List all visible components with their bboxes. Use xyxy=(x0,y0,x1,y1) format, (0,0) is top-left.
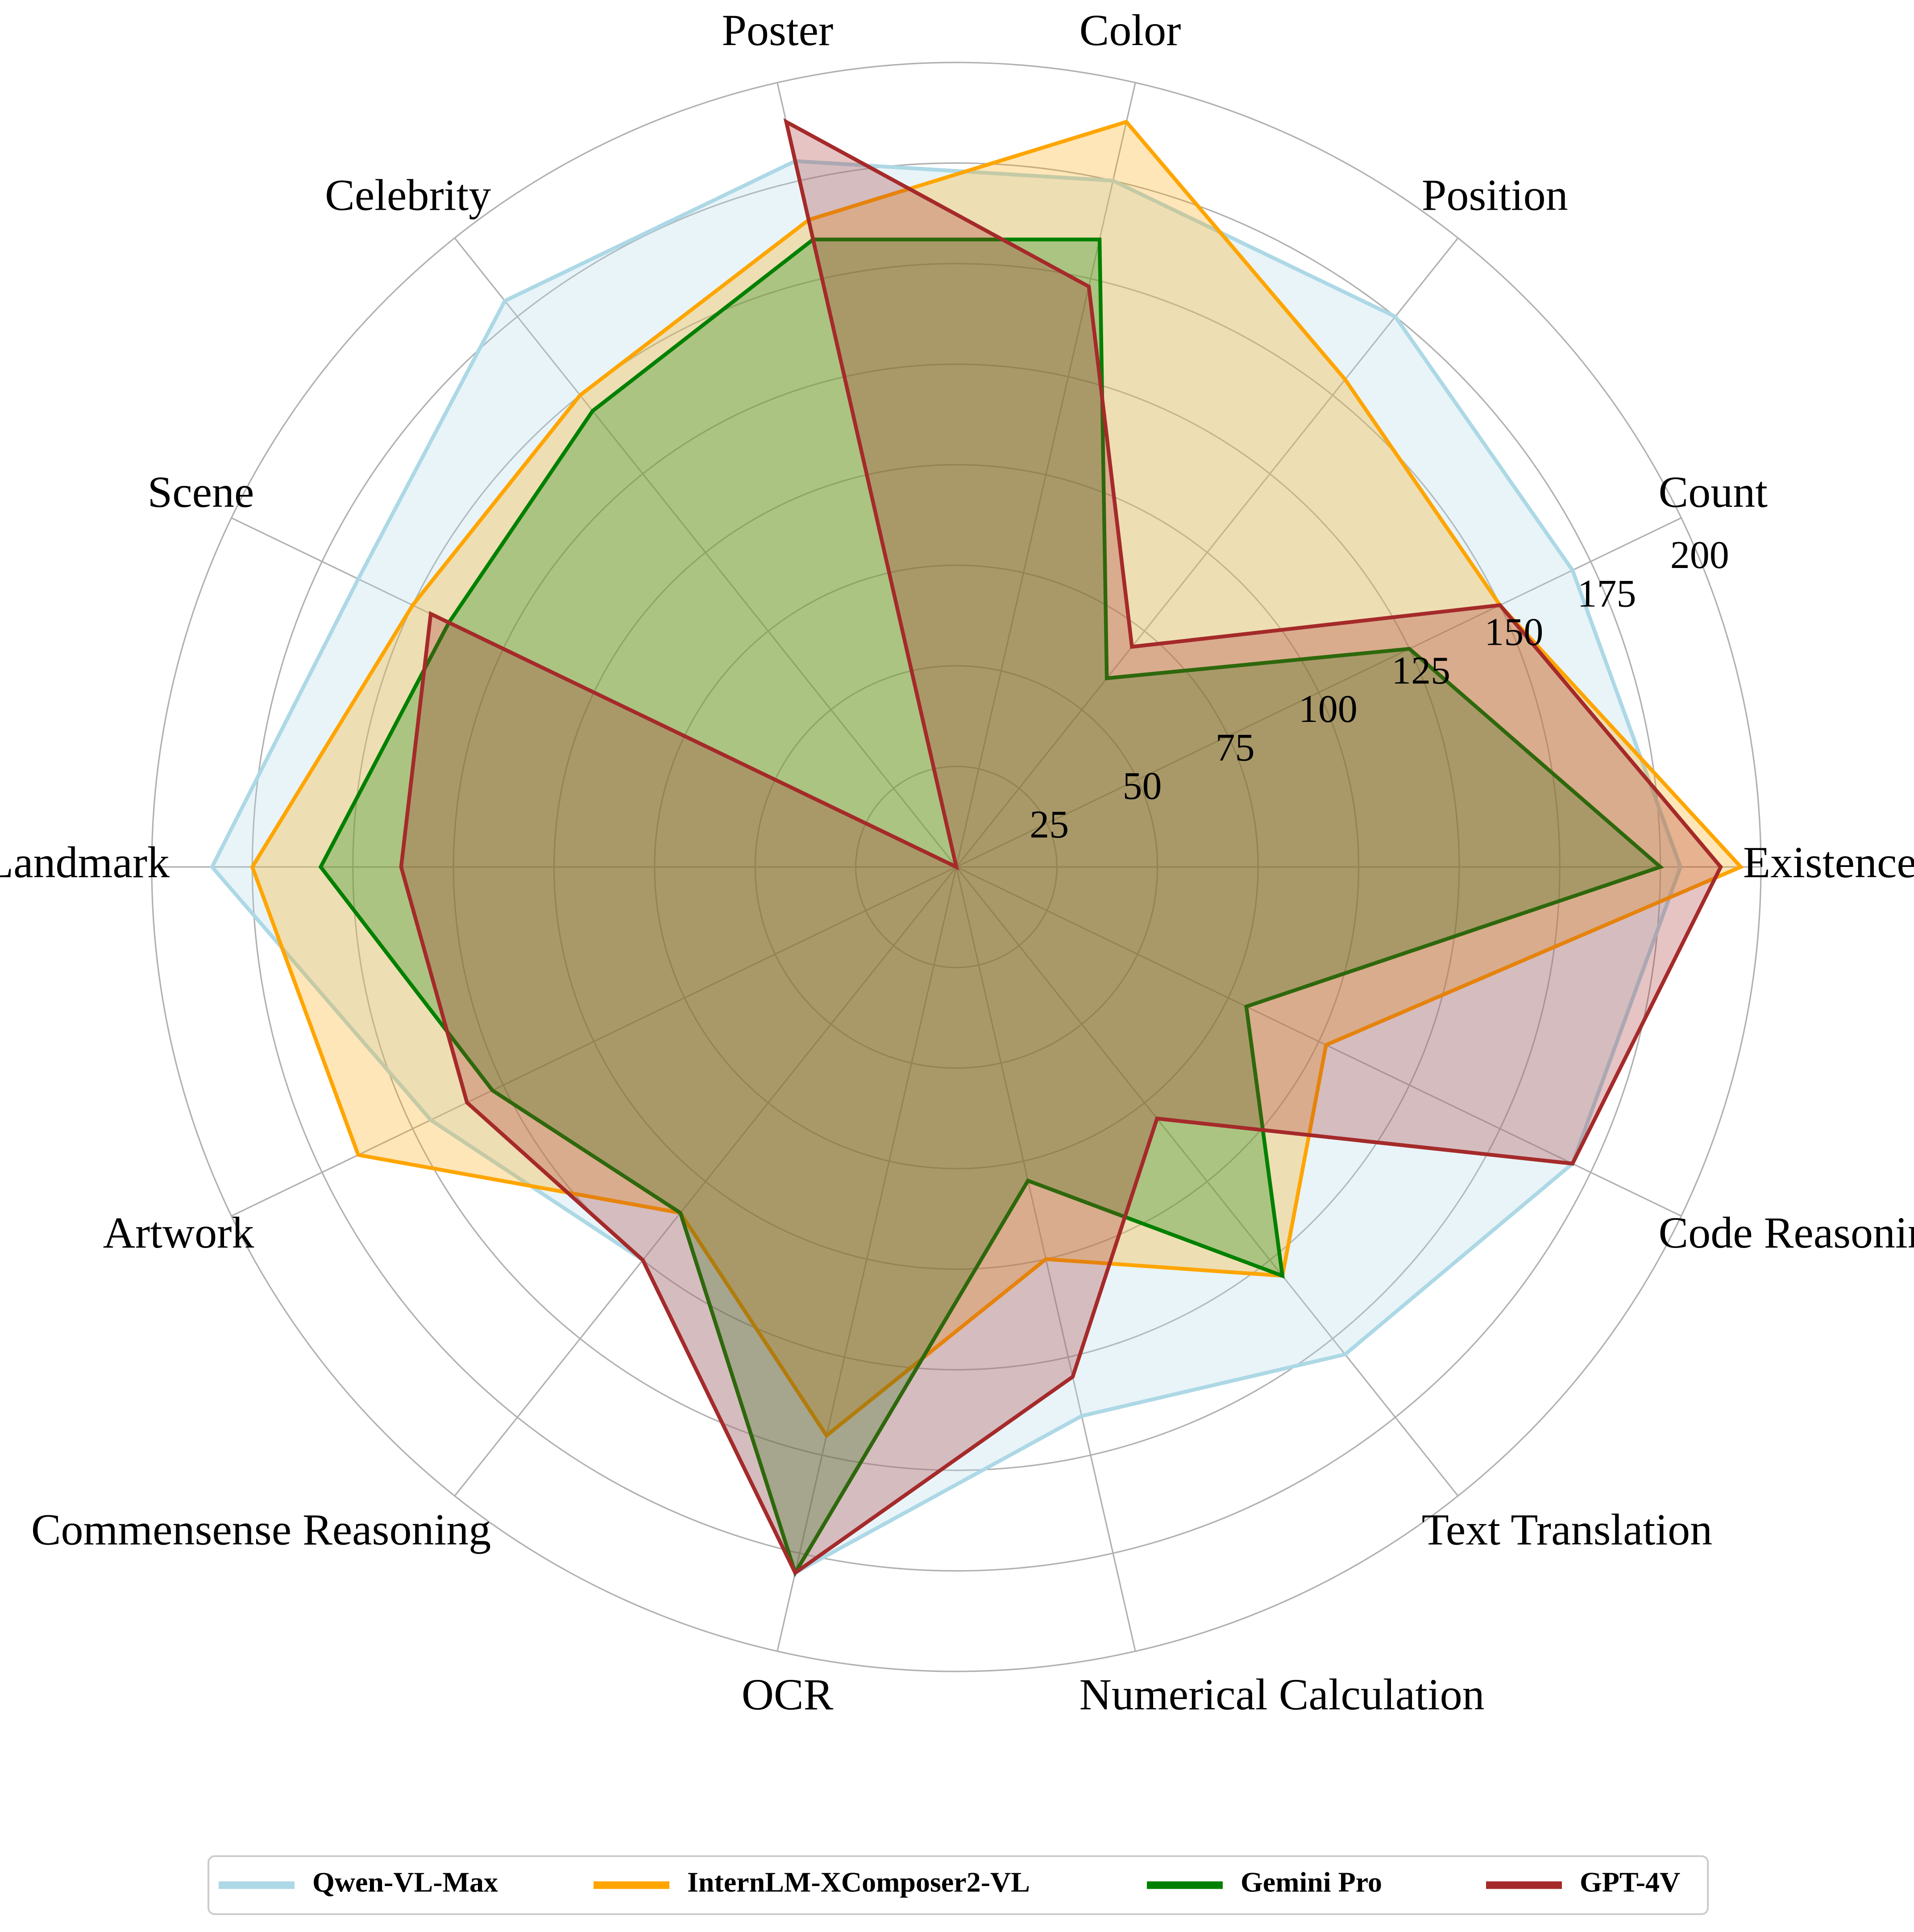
grid-spoke xyxy=(956,517,1682,868)
category-label: Commensense Reasoning xyxy=(31,1505,491,1555)
category-label: Existence xyxy=(1743,837,1914,887)
r-tick-label: 75 xyxy=(1216,726,1255,769)
r-tick-label: 150 xyxy=(1484,611,1543,654)
legend-frame xyxy=(208,1855,1709,1915)
legend-label: Qwen-VL-Max xyxy=(312,1866,498,1898)
series-area xyxy=(401,122,1721,1573)
series-line xyxy=(399,118,1723,1576)
series-layer xyxy=(210,118,1744,1578)
grid-layer xyxy=(151,62,1762,1672)
category-label: Position xyxy=(1422,170,1568,220)
legend: Qwen-VL-Max InternLM-XComposer2-VL Gemini … xyxy=(208,1855,1709,1915)
r-tick-label: 125 xyxy=(1391,649,1450,692)
grid-spoke xyxy=(231,866,957,1217)
category-label: Celebrity xyxy=(325,170,491,220)
category-label: Artwork xyxy=(103,1208,254,1257)
category-label: Text Translation xyxy=(1422,1505,1712,1555)
category-label-layer: Existence Count Position Color Poster Celebri… xyxy=(0,5,1914,1719)
category-label: Color xyxy=(1079,5,1181,55)
category-label: Count xyxy=(1659,467,1768,517)
legend-label: InternLM-XComposer2-VL xyxy=(687,1866,1030,1898)
r-tick-label: 50 xyxy=(1122,765,1162,808)
grid-spoke xyxy=(956,866,1682,1217)
series-gemini-pro xyxy=(318,237,1664,1578)
category-label: OCR xyxy=(742,1670,834,1719)
series-internlm-xcomposer2-vl xyxy=(250,120,1744,1439)
grid-spoke xyxy=(454,237,957,867)
category-label: Numerical Calculation xyxy=(1079,1670,1485,1719)
grid-spoke xyxy=(776,866,957,1652)
grid-spoke xyxy=(955,866,1459,1497)
r-tick-label: 25 xyxy=(1030,803,1069,846)
series-gpt-4v xyxy=(399,118,1723,1576)
series-area xyxy=(212,161,1681,1573)
grid-spoke xyxy=(955,237,1459,867)
tick-label-layer: 25 50 75 100 125 150 175 200 xyxy=(1030,534,1729,846)
r-tick-label: 200 xyxy=(1670,534,1729,577)
series-line xyxy=(250,120,1744,1439)
series-line xyxy=(210,159,1683,1575)
category-label: Poster xyxy=(722,5,833,55)
grid-spoke xyxy=(955,82,1136,867)
r-tick-label: 175 xyxy=(1578,572,1636,615)
series-area xyxy=(252,122,1741,1436)
category-label: Code Reasoning xyxy=(1659,1208,1914,1257)
r-tick-label: 100 xyxy=(1299,688,1358,731)
series-qwen-vl-max xyxy=(210,159,1683,1575)
series-line xyxy=(318,237,1664,1578)
category-label: Landmark xyxy=(0,837,170,887)
grid-spoke xyxy=(454,866,957,1497)
legend-label: Gemini Pro xyxy=(1241,1866,1382,1898)
series-area xyxy=(320,239,1661,1573)
category-label: Scene xyxy=(148,467,254,517)
legend-label: GPT-4V xyxy=(1580,1866,1680,1898)
